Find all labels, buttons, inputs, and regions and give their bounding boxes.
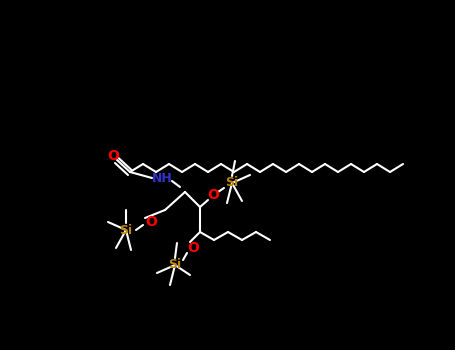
Text: Si: Si	[225, 176, 238, 189]
Text: Si: Si	[119, 224, 132, 237]
Text: O: O	[107, 149, 119, 163]
Text: O: O	[145, 215, 157, 229]
Text: NH: NH	[152, 172, 172, 184]
Text: O: O	[187, 241, 199, 255]
Text: O: O	[207, 188, 219, 202]
Text: Si: Si	[168, 259, 182, 272]
